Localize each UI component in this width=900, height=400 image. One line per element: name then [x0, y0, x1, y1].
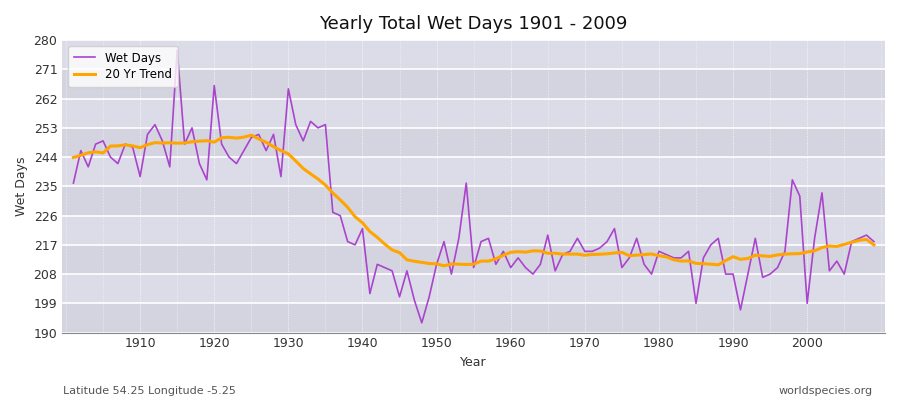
Wet Days [609, 226, 620, 231]
20 Yr Trend [520, 250, 531, 254]
Wet Days [342, 239, 353, 244]
Wet Days [417, 320, 428, 325]
Wet Days [513, 256, 524, 260]
Bar [62, 40, 885, 69]
Wet Days [298, 138, 309, 143]
Bar [62, 303, 885, 332]
Wet Days [520, 265, 531, 270]
20 Yr Trend [868, 242, 879, 247]
20 Yr Trend [513, 249, 524, 254]
Wet Days [127, 145, 138, 150]
20 Yr Trend [438, 264, 449, 268]
20 Yr Trend [342, 205, 353, 210]
Bar [62, 157, 885, 186]
Bar [62, 99, 885, 128]
Wet Days [172, 48, 183, 52]
Legend: Wet Days, 20 Yr Trend: Wet Days, 20 Yr Trend [68, 46, 177, 87]
Wet Days [868, 239, 879, 244]
20 Yr Trend [246, 133, 256, 138]
Bar [62, 186, 885, 216]
20 Yr Trend [68, 155, 79, 160]
20 Yr Trend [298, 166, 309, 171]
Y-axis label: Wet Days: Wet Days [15, 156, 28, 216]
Line: 20 Yr Trend: 20 Yr Trend [74, 135, 874, 266]
Wet Days [68, 181, 79, 186]
Text: Latitude 54.25 Longitude -5.25: Latitude 54.25 Longitude -5.25 [63, 386, 236, 396]
Bar [62, 216, 885, 245]
Bar [62, 69, 885, 99]
Text: worldspecies.org: worldspecies.org [778, 386, 873, 396]
20 Yr Trend [609, 250, 620, 255]
Bar [62, 245, 885, 274]
Line: Wet Days: Wet Days [74, 50, 874, 323]
20 Yr Trend [127, 144, 138, 148]
Bar [62, 128, 885, 157]
Bar [62, 274, 885, 303]
X-axis label: Year: Year [460, 356, 487, 369]
Title: Yearly Total Wet Days 1901 - 2009: Yearly Total Wet Days 1901 - 2009 [320, 15, 628, 33]
